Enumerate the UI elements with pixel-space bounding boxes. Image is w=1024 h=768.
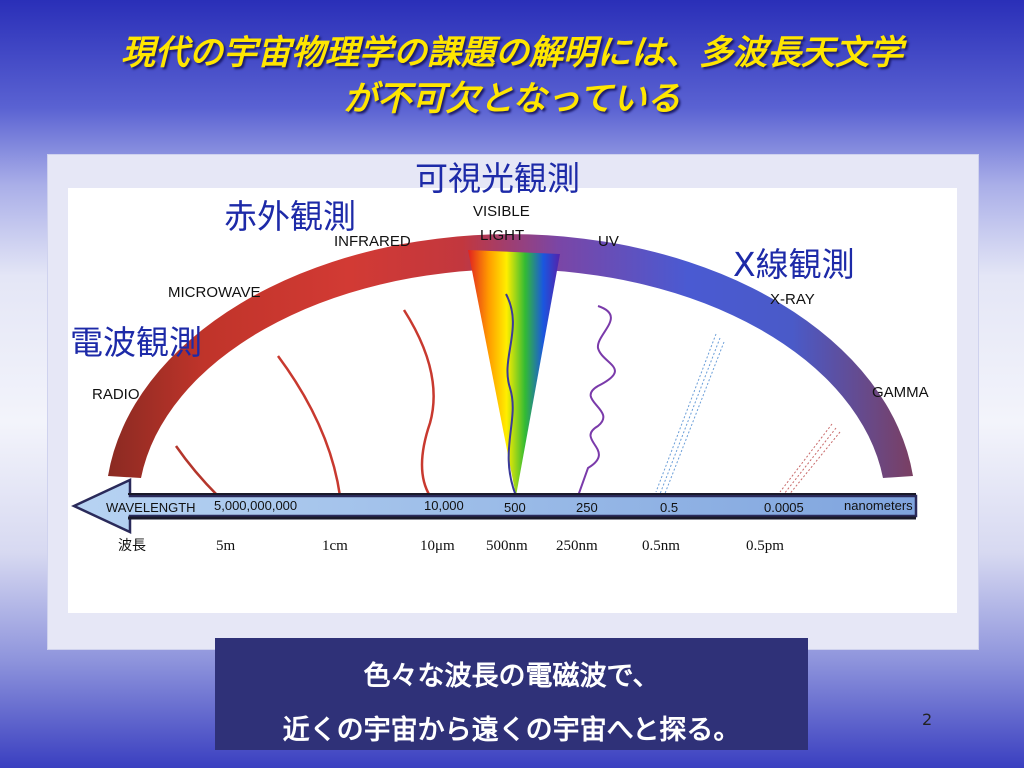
axis-value-500: 500 [504,500,526,515]
infrared-observation-label: 赤外観測 [224,197,356,236]
axis-value-10000: 10,000 [424,498,464,513]
slide-title: 現代の宇宙物理学の課題の解明には、多波長天文学 が不可欠となっている [0,30,1024,122]
visible-light-wedge [468,250,560,496]
band-label-visible-1: VISIBLE [473,203,530,220]
radio-observation-label: 電波観測 [70,323,202,362]
wavelength-5m: 5m [216,538,236,554]
band-label-infrared: INFRARED [334,233,411,250]
caption-line-1: 色々な波長の電磁波で、 [363,661,660,692]
spectrum-figure: RADIO MICROWAVE INFRARED VISIBLE LIGHT U… [68,188,957,613]
microwave-wave [276,355,342,497]
wavelength-500nm: 500nm [486,538,528,554]
xray-observation-label: X線観測 [733,245,855,284]
visible-observation-label: 可視光観測 [415,159,580,198]
gamma-wave [779,423,841,497]
wavelength-header: 波長 [118,538,146,554]
caption-line-2: 近くの宇宙から遠くの宇宙へと探る。 [282,715,741,746]
wavelength-0-5pm: 0.5pm [746,538,784,554]
wavelength-250nm: 250nm [556,538,598,554]
axis-unit: nanometers [844,498,913,513]
band-label-xray: X-RAY [770,291,815,308]
band-label-radio: RADIO [92,386,140,403]
caption-box: 色々な波長の電磁波で、 近くの宇宙から遠くの宇宙へと探る。 [215,638,808,750]
axis-value-0-0005: 0.0005 [764,500,804,515]
spectrum-arc [108,234,913,478]
infrared-wave [402,309,435,497]
visible-wave [505,293,517,497]
axis-title: WAVELENGTH [106,500,196,515]
radio-wave [174,445,219,497]
wavelength-axis-arrow [71,478,918,534]
slide-title-line-1: 現代の宇宙物理学の課題の解明には、多波長天文学 [121,33,903,73]
band-label-microwave: MICROWAVE [168,284,261,301]
axis-value-250: 250 [576,500,598,515]
xray-wave [655,333,725,497]
spectrum-diagram: RADIO MICROWAVE INFRARED VISIBLE LIGHT U… [71,203,929,554]
axis-value-5e9: 5,000,000,000 [214,498,297,513]
band-label-visible-2: LIGHT [480,227,524,244]
band-label-gamma: GAMMA [872,384,929,401]
wavelength-0-5nm: 0.5nm [642,538,680,554]
wavelength-10um: 10μm [420,538,455,554]
page-number: 2 [922,710,933,729]
axis-value-0-5: 0.5 [660,500,678,515]
wavelength-1cm: 1cm [322,538,348,554]
slide-title-line-2: が不可欠となっている [343,79,681,119]
uv-wave [577,305,616,497]
band-label-uv: UV [598,233,619,250]
